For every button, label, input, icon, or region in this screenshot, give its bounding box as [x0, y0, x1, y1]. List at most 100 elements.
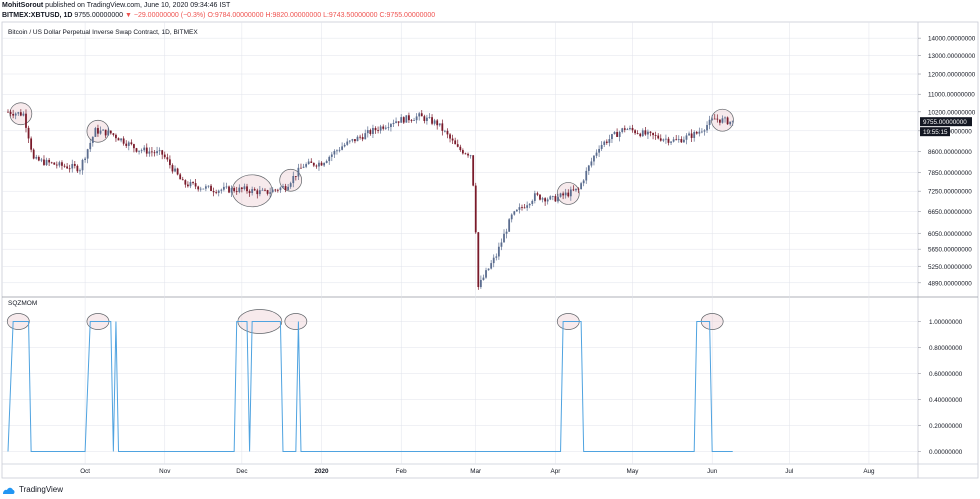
candle-body: [685, 135, 688, 140]
candle-body: [84, 158, 86, 160]
candle-body: [246, 186, 248, 192]
candle-body: [652, 132, 654, 136]
candle-body: [413, 120, 415, 122]
indicator-axis[interactable]: 1.00000000 0.80000000 0.60000000 0.40000000…: [918, 319, 963, 456]
candle-body: [282, 186, 284, 188]
candle-body: [210, 185, 212, 192]
candle-body: [410, 120, 413, 121]
candle-body: [626, 129, 629, 130]
candle-body: [161, 150, 164, 155]
time-tick-label: Apr: [551, 468, 561, 475]
candle-body: [449, 134, 451, 139]
candle-body: [235, 191, 238, 192]
price-tick-label: 7850.00000000: [928, 170, 972, 177]
candle-body: [284, 186, 287, 190]
candle-body: [490, 263, 493, 269]
candle-body: [48, 159, 51, 163]
candle-body: [328, 156, 331, 162]
candle-body: [240, 187, 243, 190]
candle-body: [477, 232, 480, 288]
candle-body: [510, 214, 513, 220]
footer-brand[interactable]: TradingView: [19, 485, 64, 494]
candle-body: [289, 183, 292, 187]
candle-body: [616, 132, 618, 137]
author-name[interactable]: MohitSorout: [2, 2, 44, 9]
candle-body: [503, 233, 505, 243]
candle-body: [76, 165, 79, 172]
candle-body: [207, 185, 210, 187]
indicator-title[interactable]: SQZMOM: [8, 300, 38, 307]
candle-body: [294, 176, 297, 177]
candle-body: [546, 199, 549, 202]
price-tick-label: 13000.00000000: [928, 53, 976, 60]
candle-body: [665, 138, 667, 140]
symbol-label: BITMEX:XBTUSD, 1D: [2, 12, 73, 19]
candle-body: [554, 196, 557, 202]
time-tick-label: Nov: [159, 468, 171, 475]
time-tick-label: Dec: [236, 468, 247, 475]
candle-body: [22, 113, 25, 116]
candle-body: [549, 196, 552, 200]
candle-body: [629, 127, 631, 130]
candle-body: [7, 111, 9, 113]
price-tick-label: 14000.00000000: [928, 36, 976, 43]
price-tick-label: 12000.00000000: [928, 72, 976, 79]
candle-body: [469, 155, 472, 157]
candle-body: [402, 117, 405, 123]
candle-body: [248, 191, 251, 194]
candle-body: [677, 139, 680, 140]
indicator-tick-label: 0.00000000: [929, 449, 963, 456]
candle-body: [718, 119, 721, 123]
chart-title: Bitcoin / US Dollar Perpetual Inverse Sw…: [8, 29, 198, 36]
indicator-tick-label: 1.00000000: [929, 319, 963, 326]
candle-body: [444, 130, 446, 132]
candle-body: [148, 151, 151, 154]
candle-body: [582, 180, 585, 184]
candle-body: [441, 123, 444, 131]
candle-body: [672, 139, 675, 142]
candle-body: [220, 189, 223, 191]
candle-body: [86, 149, 89, 159]
price-axis[interactable]: 14000.00000000 13000.00000000 12000.000000…: [918, 36, 976, 288]
candle-body: [636, 133, 639, 134]
candle-body: [479, 279, 482, 288]
time-tick-label: Oct: [80, 468, 90, 475]
candle-body: [276, 189, 279, 191]
candle-body: [621, 128, 624, 133]
sqzmom-line: [7, 321, 733, 452]
candle-body: [343, 144, 346, 147]
candle-body: [420, 113, 423, 117]
candle-body: [593, 155, 595, 162]
candle-body: [189, 182, 192, 187]
candle-body: [253, 189, 256, 191]
candle-body: [695, 131, 698, 134]
candle-body: [464, 153, 467, 155]
candle-body: [713, 118, 716, 120]
time-tick-label: May: [627, 468, 640, 475]
price-tick-label: 8600.00000000: [928, 149, 972, 156]
candle-body: [192, 182, 194, 184]
candle-body: [559, 193, 562, 197]
candle-body: [605, 141, 608, 143]
candle-body: [158, 150, 161, 152]
candle-body: [557, 196, 559, 202]
candle-body: [89, 142, 92, 150]
indicator-tick-label: 0.60000000: [929, 371, 963, 378]
indicator-tick-label: 0.40000000: [929, 397, 963, 404]
candle-body: [37, 156, 40, 161]
candle-body: [174, 168, 176, 172]
candle-body: [354, 139, 356, 142]
candle-body: [379, 126, 382, 131]
candle-body: [611, 134, 613, 140]
candle-body: [140, 150, 143, 152]
candle-body: [451, 138, 454, 141]
candle-body: [474, 185, 477, 233]
candle-body: [53, 162, 56, 165]
candle-body: [199, 188, 202, 190]
price-annotation-circle: [279, 168, 303, 192]
candle-body: [562, 193, 565, 196]
time-axis[interactable]: Oct Nov Dec 2020 Feb Mar Apr May Jun Jul Aug: [80, 468, 875, 475]
price-tags: 9755.00000000 19:55:15: [920, 117, 972, 137]
candle-body: [454, 140, 457, 145]
